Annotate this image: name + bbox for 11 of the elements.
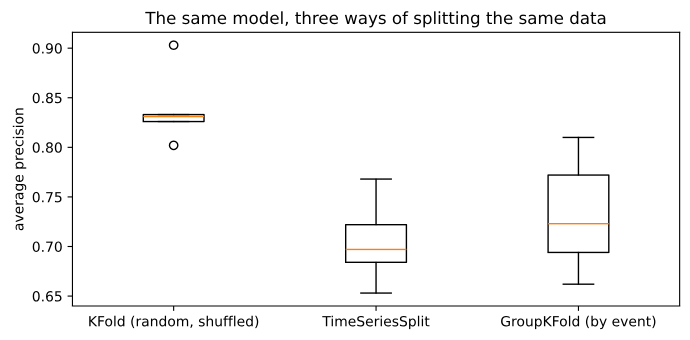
- y-tick-label: 0.90: [32, 43, 62, 54]
- chart-title: The same model, three ways of splitting the same data: [145, 11, 606, 28]
- y-tick-label: 0.70: [32, 241, 62, 252]
- y-tick-label: 0.85: [32, 92, 62, 104]
- y-tick-label: 0.75: [32, 192, 62, 202]
- x-tick-label: KFold (random, shuffled): [89, 316, 258, 328]
- y-tick-label: 0.80: [32, 142, 62, 153]
- x-tick-label: TimeSeriesSplit: [322, 316, 430, 330]
- y-axis-title: average precision: [12, 108, 26, 230]
- y-tick-label: 0.65: [32, 291, 62, 302]
- x-tick-label: GroupKFold (by event): [501, 316, 656, 330]
